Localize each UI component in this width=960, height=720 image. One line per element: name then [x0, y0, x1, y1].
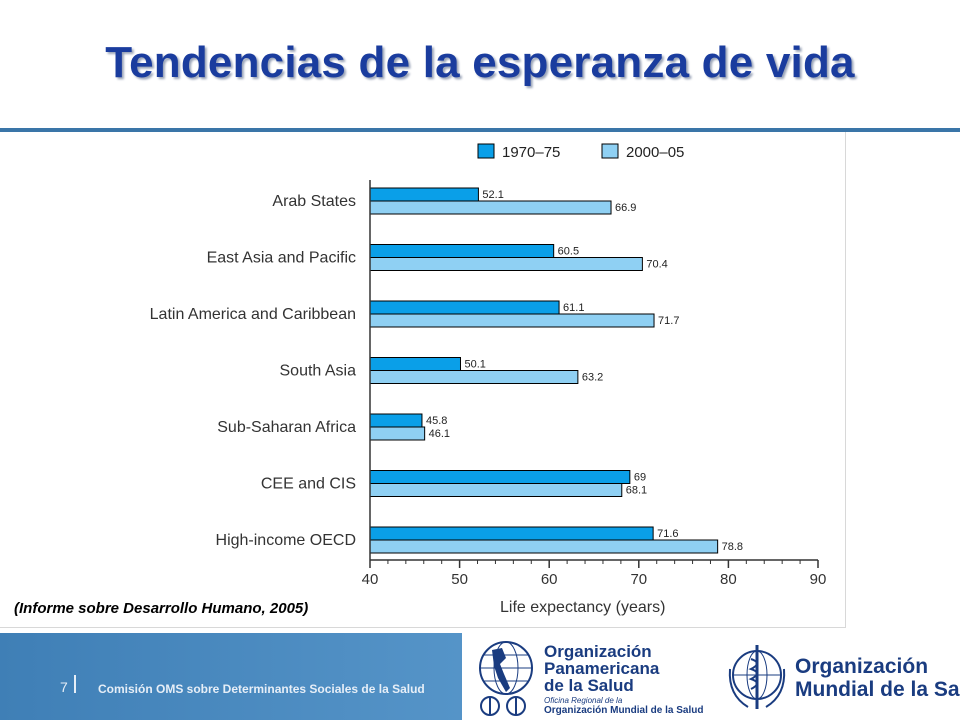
data-label: 71.7 [658, 315, 679, 327]
category-label: South Asia [280, 363, 357, 380]
who-name-line: Mundial de la Salud [795, 678, 960, 701]
category-label: High-income OECD [216, 532, 356, 549]
x-tick-label: 60 [541, 571, 558, 588]
paho-name-line: de la Salud [544, 676, 634, 695]
bar [369, 313, 655, 328]
legend-label: 2000–05 [626, 144, 684, 161]
data-label: 70.4 [646, 259, 667, 271]
category-label: Latin America and Caribbean [150, 306, 356, 323]
page-number-divider [74, 675, 76, 693]
page-number: 7 [60, 679, 68, 695]
category-label: East Asia and Pacific [207, 250, 356, 267]
data-label: 63.2 [582, 372, 603, 384]
paho-name-line: Organización [544, 642, 652, 661]
data-label: 69 [634, 472, 646, 484]
slide-title: Tendencias de la esperanza de vida [105, 38, 855, 87]
chart-container: 1970–75 2000–05 Arab States 52.1 66.9 East As… [0, 132, 846, 628]
bar [369, 187, 479, 202]
data-label: 66.9 [615, 202, 636, 214]
category-label: Sub-Saharan Africa [217, 419, 356, 436]
legend-swatch [477, 143, 495, 159]
data-label: 45.8 [426, 415, 447, 427]
legend-swatch [601, 143, 619, 159]
source-citation: (Informe sobre Desarrollo Humano, 2005) [14, 600, 309, 617]
data-label: 71.6 [657, 528, 678, 540]
data-label: 46.1 [429, 428, 450, 440]
bar [369, 483, 623, 497]
category-label: Arab States [272, 193, 356, 210]
bar [369, 470, 631, 484]
footer-logos: Organización Panamericana de la Salud Of… [462, 633, 960, 720]
paho-subtitle-2: Organización Mundial de la Salud [544, 705, 704, 716]
bar [369, 370, 579, 384]
x-tick-label: 70 [630, 571, 647, 588]
footer-bar: 7 Comisión OMS sobre Determinantes Socia… [0, 633, 960, 720]
bar [369, 357, 461, 371]
x-axis-title: Life expectancy (years) [500, 599, 665, 616]
bar [369, 244, 555, 258]
x-tick-label: 90 [810, 571, 827, 588]
paho-subtitle: Oficina Regional de la [544, 696, 623, 705]
bar [369, 200, 612, 215]
x-tick-label: 80 [720, 571, 737, 588]
x-tick-label: 40 [362, 571, 379, 588]
bar [369, 413, 423, 428]
data-label: 68.1 [626, 485, 647, 497]
bar [369, 257, 643, 271]
paho-globe-icon [479, 641, 533, 716]
x-tick-label: 50 [451, 571, 468, 588]
data-label: 52.1 [482, 189, 503, 201]
paho-name: Organización Panamericana de la Salud [544, 643, 659, 694]
bar [369, 539, 719, 554]
legend-label: 1970–75 [502, 144, 560, 161]
bar [369, 526, 654, 541]
who-name: Organización Mundial de la Salud [795, 655, 960, 701]
data-label: 78.8 [722, 541, 743, 553]
bar [369, 300, 560, 315]
who-emblem-icon [728, 645, 786, 709]
data-label: 60.5 [558, 246, 579, 258]
life-expectancy-chart: 1970–75 2000–05 Arab States 52.1 66.9 East As… [150, 143, 827, 616]
title-divider [0, 128, 960, 132]
data-label: 61.1 [563, 302, 584, 314]
data-label: 50.1 [464, 359, 485, 371]
who-name-line: Organización [795, 655, 929, 678]
bar [369, 426, 426, 441]
category-label: CEE and CIS [261, 476, 356, 493]
paho-name-line: Panamericana [544, 659, 660, 678]
footer-text: Comisión OMS sobre Determinantes Sociale… [98, 682, 425, 696]
footer-left-panel: 7 Comisión OMS sobre Determinantes Socia… [0, 633, 462, 720]
